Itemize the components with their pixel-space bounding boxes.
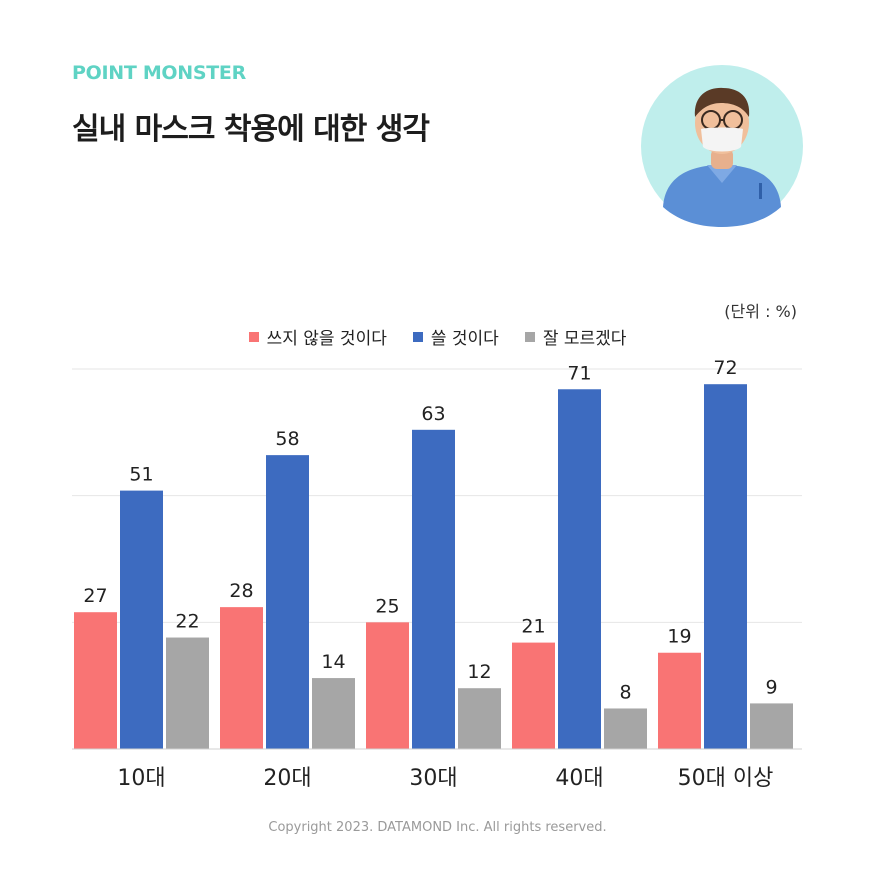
legend-item-wear: 쓸 것이다: [412, 324, 499, 349]
person-with-mask-icon: [641, 65, 803, 227]
data-label: 9: [765, 676, 777, 698]
bar: [558, 389, 601, 749]
chart-title: 실내 마스크 착용에 대한 생각: [72, 112, 430, 147]
bar: [366, 622, 409, 749]
bar: [220, 607, 263, 749]
data-label: 27: [83, 585, 107, 607]
data-label: 71: [567, 362, 591, 384]
data-label: 58: [275, 428, 299, 450]
legend-swatch: [524, 331, 535, 342]
data-label: 63: [421, 403, 445, 425]
legend-item-unsure: 잘 모르겠다: [524, 324, 627, 349]
legend-label: 쓸 것이다: [430, 329, 499, 349]
data-label: 51: [129, 464, 153, 486]
bar: [120, 490, 163, 749]
bar: [166, 637, 209, 749]
category-label: 30대: [409, 766, 457, 791]
data-label: 14: [321, 651, 345, 673]
bar: [704, 384, 747, 749]
bar: [266, 455, 309, 749]
legend-swatch: [248, 331, 259, 342]
category-label: 10대: [117, 766, 165, 791]
category-label: 40대: [555, 766, 603, 791]
data-label: 21: [521, 616, 545, 638]
brand-logo-text: POINT MONSTER: [72, 62, 246, 84]
bar: [412, 429, 455, 749]
bar: [74, 612, 117, 749]
data-label: 28: [229, 580, 253, 602]
unit-label: (단위 : %): [724, 302, 797, 321]
bar: [512, 642, 555, 749]
bar: [750, 703, 793, 749]
data-label: 72: [713, 357, 737, 379]
avatar: [641, 65, 803, 227]
legend-label: 쓰지 않을 것이다: [266, 329, 387, 349]
category-label: 50대 이상: [678, 766, 774, 791]
data-label: 19: [667, 626, 691, 648]
bar: [604, 708, 647, 749]
category-label: 20대: [263, 766, 311, 791]
legend-item-not-wear: 쓰지 않을 것이다: [248, 324, 387, 349]
legend-swatch: [412, 331, 423, 342]
data-label: 22: [175, 611, 199, 633]
copyright-text: Copyright 2023. DATAMOND Inc. All rights…: [268, 820, 607, 835]
legend-label: 잘 모르겠다: [542, 329, 627, 349]
legend: 쓰지 않을 것이다 쓸 것이다 잘 모르겠다: [0, 324, 875, 349]
bar: [458, 688, 501, 749]
bar: [312, 678, 355, 749]
data-label: 8: [619, 681, 631, 703]
data-label: 25: [375, 595, 399, 617]
data-label: 12: [467, 661, 491, 683]
bar: [658, 652, 701, 749]
